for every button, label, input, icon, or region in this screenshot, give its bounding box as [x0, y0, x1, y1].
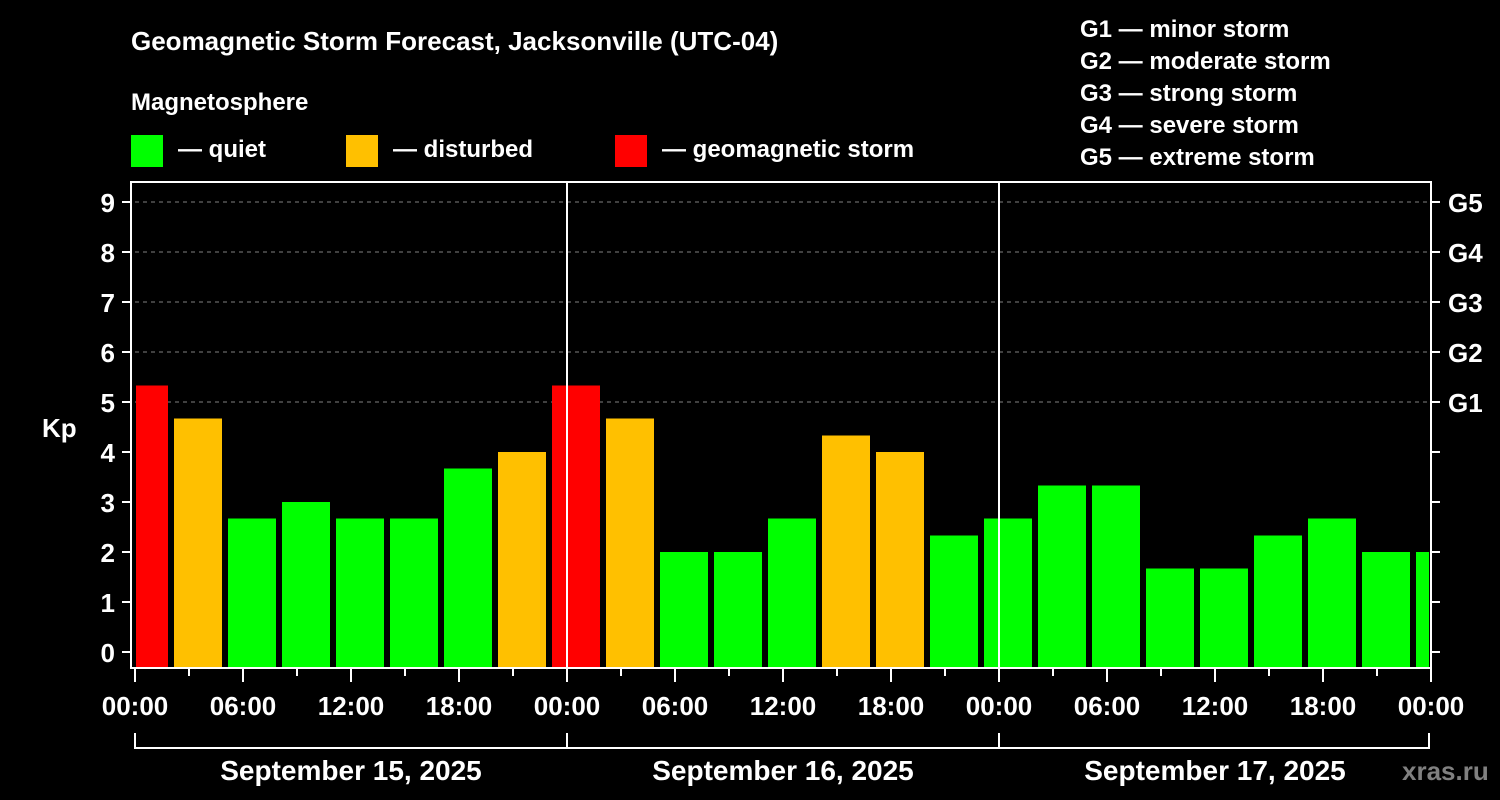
- kp-bar: [1254, 535, 1302, 668]
- y-tick-label: 7: [101, 288, 115, 318]
- legend-swatch: [615, 135, 647, 167]
- kp-bar: [498, 452, 546, 668]
- x-tick-label: 00:00: [966, 691, 1033, 721]
- storm-scale-item: G4 — severe storm: [1080, 112, 1299, 139]
- x-tick-label: 12:00: [318, 691, 385, 721]
- legend-label: — disturbed: [393, 136, 533, 163]
- kp-bar: [930, 535, 978, 668]
- legend-swatch: [346, 135, 378, 167]
- bars: [136, 385, 1429, 668]
- storm-level-label: G3: [1448, 288, 1483, 318]
- day-bracket: [134, 733, 1430, 749]
- y-tick-label: 3: [101, 488, 115, 518]
- kp-bar: [1362, 552, 1410, 668]
- storm-scale-item: G1 — minor storm: [1080, 16, 1289, 43]
- storm-level-label: G2: [1448, 338, 1483, 368]
- day-label: September 17, 2025: [1084, 755, 1346, 786]
- y-axis-label: Kp: [42, 413, 77, 443]
- kp-bar: [552, 385, 600, 668]
- x-tick-label: 06:00: [1074, 691, 1141, 721]
- y-tick-label: 6: [101, 338, 115, 368]
- kp-bar: [336, 518, 384, 668]
- x-tick-label: 18:00: [1290, 691, 1357, 721]
- y-tick-label: 5: [101, 388, 115, 418]
- x-tick-label: 00:00: [534, 691, 601, 721]
- kp-bar: [822, 435, 870, 668]
- legend-label: — quiet: [178, 136, 266, 163]
- legend-swatch: [131, 135, 163, 167]
- kp-bar: [1416, 552, 1429, 668]
- kp-bar: [660, 552, 708, 668]
- kp-bar: [606, 418, 654, 668]
- kp-bar: [136, 385, 168, 668]
- kp-bar: [390, 518, 438, 668]
- x-tick-label: 18:00: [426, 691, 493, 721]
- day-label: September 15, 2025: [220, 755, 482, 786]
- x-tick-label: 00:00: [1398, 691, 1465, 721]
- y-tick-label: 4: [101, 438, 116, 468]
- kp-bar: [1092, 485, 1140, 668]
- legend-label: — geomagnetic storm: [662, 136, 914, 163]
- kp-bar: [768, 518, 816, 668]
- plot-frame: [130, 181, 1432, 669]
- x-tick-label: 18:00: [858, 691, 925, 721]
- legend-title: Magnetosphere: [131, 89, 308, 116]
- x-tick-label: 06:00: [210, 691, 277, 721]
- storm-scale-item: G5 — extreme storm: [1080, 144, 1315, 171]
- y-tick-label: 0: [101, 638, 115, 668]
- kp-bar: [984, 518, 1032, 668]
- y-tick-label: 2: [101, 538, 115, 568]
- x-tick-label: 12:00: [750, 691, 817, 721]
- kp-bar: [714, 552, 762, 668]
- kp-bar: [876, 452, 924, 668]
- watermark: xras.ru: [1402, 756, 1489, 786]
- kp-bar: [444, 468, 492, 668]
- x-tick-label: 12:00: [1182, 691, 1249, 721]
- x-tick-label: 06:00: [642, 691, 709, 721]
- x-tick-label: 00:00: [102, 691, 169, 721]
- y-tick-label: 8: [101, 238, 115, 268]
- kp-bar: [228, 518, 276, 668]
- kp-bar: [174, 418, 222, 668]
- kp-bar: [1146, 568, 1194, 668]
- y-tick-label: 1: [101, 588, 115, 618]
- kp-bar: [1200, 568, 1248, 668]
- storm-level-label: G5: [1448, 188, 1483, 218]
- kp-bar: [282, 502, 330, 668]
- storm-scale-item: G3 — strong storm: [1080, 80, 1297, 107]
- y-tick-label: 9: [101, 188, 115, 218]
- chart-title: Geomagnetic Storm Forecast, Jacksonville…: [131, 26, 778, 56]
- storm-level-label: G1: [1448, 388, 1483, 418]
- kp-bar: [1038, 485, 1086, 668]
- kp-bar: [1308, 518, 1356, 668]
- storm-level-label: G4: [1448, 238, 1483, 268]
- storm-scale-item: G2 — moderate storm: [1080, 48, 1331, 75]
- day-label: September 16, 2025: [652, 755, 914, 786]
